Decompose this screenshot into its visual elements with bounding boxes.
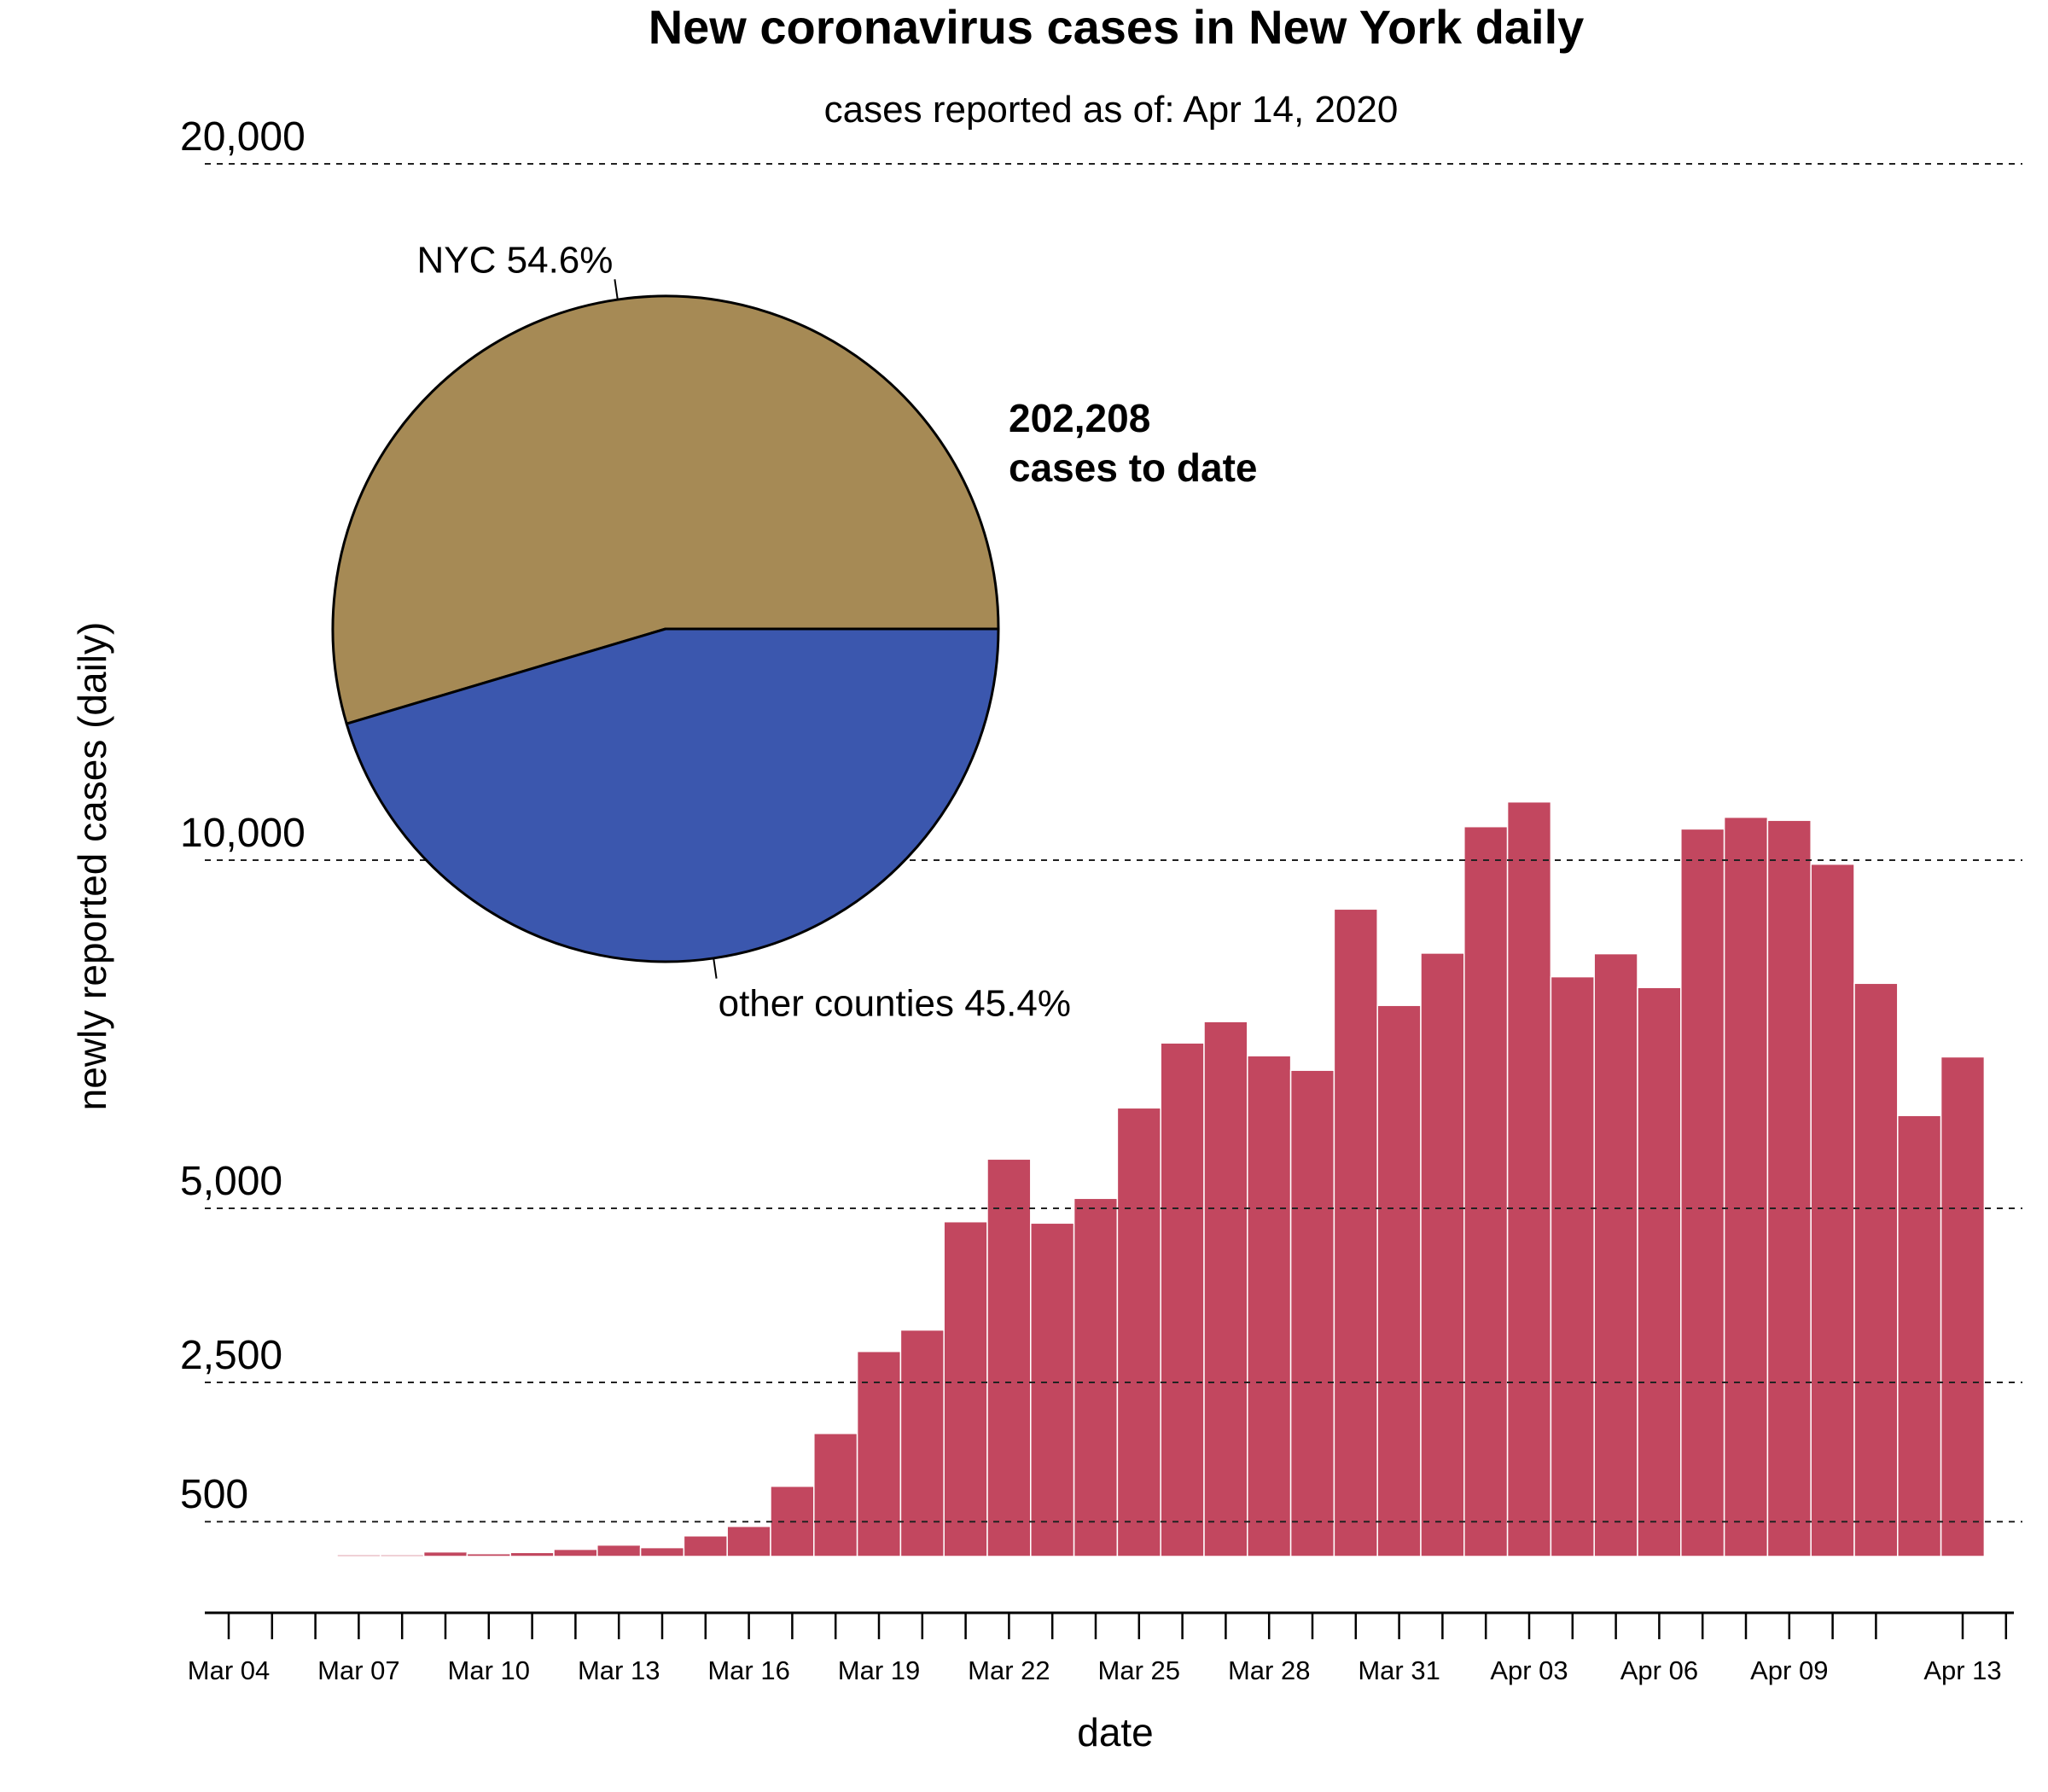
bar-apr-10 [1810, 863, 1855, 1557]
pie-total-caption: cases to date [1009, 445, 1257, 490]
bar-apr-08 [1723, 816, 1769, 1557]
pie-total-value: 202,208 [1009, 396, 1150, 440]
bar-mar-07 [336, 1554, 381, 1557]
y-tick-label: 10,000 [180, 811, 305, 856]
y-tick-label: 2,500 [180, 1333, 282, 1378]
bar-mar-28 [1247, 1055, 1292, 1557]
bar-mar-31 [1376, 1004, 1422, 1557]
x-tick-label: Mar 07 [317, 1655, 399, 1685]
x-tick-label: Mar 28 [1228, 1655, 1310, 1685]
bar-mar-18 [813, 1433, 858, 1557]
chart-subtitle: cases reported as of: Apr 14, 2020 [824, 89, 1399, 131]
x-axis: Mar 04 Mar 07 Mar 10 Mar 13 Mar 16 Mar 19 Mar … [188, 1611, 2014, 1685]
bar-apr-04 [1550, 975, 1595, 1557]
bar-apr-06 [1637, 986, 1682, 1557]
y-tick-label: 5,000 [180, 1159, 282, 1204]
bar-apr-03 [1506, 800, 1552, 1557]
pie-leader-line [713, 957, 718, 979]
pie-label-other-counties: other counties 45.4% [719, 983, 1071, 1025]
bar-apr-12 [1897, 1114, 1942, 1557]
bars [249, 800, 1986, 1557]
inset-pie: NYC 54.6% other counties 45.4% [331, 239, 1071, 1025]
bar-apr-11 [1853, 982, 1899, 1557]
x-tick-label: Apr 03 [1490, 1655, 1568, 1685]
x-tick-label: Mar 13 [578, 1655, 660, 1685]
bar-mar-08 [380, 1554, 425, 1557]
bar-mar-15 [683, 1535, 728, 1557]
bar-mar-27 [1203, 1021, 1248, 1557]
pie-label-nyc: NYC 54.6% [417, 239, 614, 281]
x-tick-label: Apr 09 [1750, 1655, 1828, 1685]
bar-mar-10 [466, 1552, 511, 1557]
bar-apr-05 [1593, 952, 1638, 1557]
x-tick-label: Apr 06 [1620, 1655, 1698, 1685]
bar-mar-11 [509, 1551, 555, 1557]
x-tick-label: Mar 22 [968, 1655, 1050, 1685]
y-tick-label: 500 [180, 1472, 248, 1517]
pie-leader-line [614, 279, 619, 300]
bar-apr-01 [1420, 952, 1465, 1557]
bar-apr-02 [1463, 825, 1509, 1557]
bar-mar-30 [1333, 908, 1378, 1557]
bar-mar-26 [1160, 1042, 1205, 1557]
bar-mar-21 [943, 1220, 988, 1557]
gridlines [205, 163, 2022, 1523]
bar-mar-29 [1289, 1069, 1335, 1557]
bar-mar-09 [422, 1551, 468, 1557]
x-axis-title: date [1077, 1710, 1154, 1754]
x-tick-label: Mar 16 [707, 1655, 789, 1685]
x-tick-label: Mar 19 [838, 1655, 920, 1685]
x-tick-label: Mar 31 [1358, 1655, 1440, 1685]
bar-mar-25 [1116, 1107, 1161, 1557]
y-tick-label: 20,000 [180, 114, 305, 160]
bar-mar-22 [986, 1158, 1032, 1557]
bar-mar-20 [899, 1329, 945, 1557]
bar-apr-07 [1680, 828, 1725, 1557]
bar-apr-13 [1940, 1056, 1986, 1557]
bar-mar-16 [726, 1525, 771, 1557]
y-tick-labels: 500 2,500 5,000 10,000 20,000 [180, 114, 305, 1517]
bar-mar-13 [596, 1544, 642, 1557]
x-tick-label: Mar 04 [188, 1655, 270, 1685]
x-tick-label: Apr 13 [1923, 1655, 2001, 1685]
bar-mar-12 [553, 1548, 598, 1557]
x-tick-label: Mar 10 [448, 1655, 530, 1685]
bar-apr-09 [1766, 819, 1812, 1557]
bar-mar-14 [639, 1546, 685, 1557]
chart-title: New coronavirus cases in New York daily [649, 0, 1585, 54]
bar-mar-23 [1030, 1222, 1075, 1557]
x-tick-label: Mar 25 [1098, 1655, 1180, 1685]
bar-mar-24 [1073, 1197, 1119, 1557]
y-axis-title: newly reported cases (daily) [70, 622, 114, 1111]
